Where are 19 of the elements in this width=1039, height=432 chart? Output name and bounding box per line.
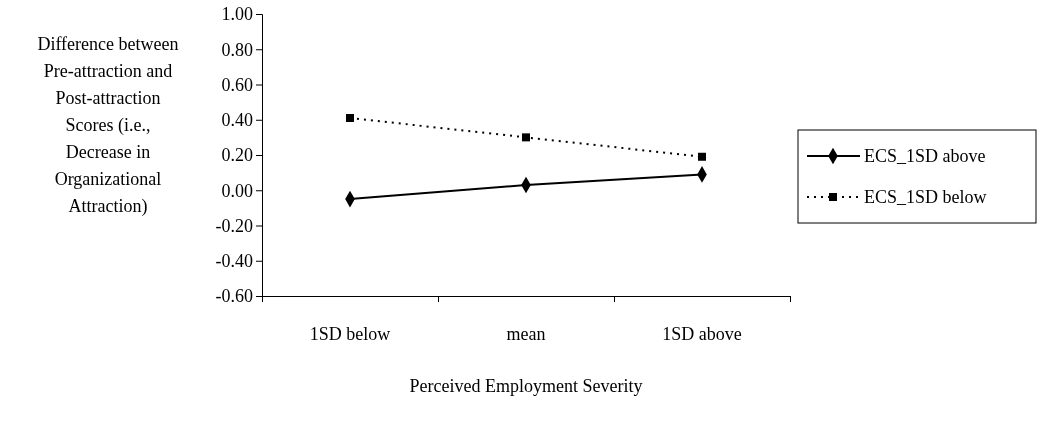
legend-label: ECS_1SD above (864, 146, 986, 166)
y-tick-label: 0.20 (221, 145, 253, 166)
y-tick-label: 1.00 (221, 4, 253, 25)
y-tick-label: -0.20 (215, 215, 253, 236)
x-tick-label: 1SD above (662, 324, 742, 344)
x-tick-label: mean (506, 324, 546, 344)
y-tick-label: -0.60 (215, 286, 253, 307)
legend-label: ECS_1SD below (864, 187, 987, 207)
y-tick-label: 0.60 (221, 74, 253, 95)
point (698, 152, 706, 161)
y-tick-label: -0.40 (215, 251, 253, 272)
y-tick-label: 0.40 (221, 110, 253, 131)
y-axis-title: Difference between Pre-attraction and Post-attraction Scores (i.e., Decrease in Organizational Attraction) (37, 34, 179, 217)
x-axis-title: Perceived Employment Severity (409, 376, 643, 396)
y-tick-label: 0.00 (221, 180, 253, 201)
point (346, 113, 354, 122)
point (522, 133, 530, 142)
y-tick-label: 0.80 (221, 39, 253, 60)
x-tick-label: 1SD below (309, 324, 391, 344)
